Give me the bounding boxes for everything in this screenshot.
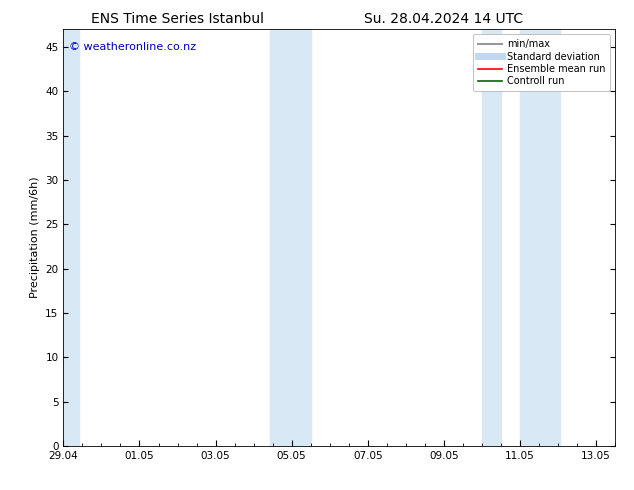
Text: ENS Time Series Istanbul: ENS Time Series Istanbul — [91, 12, 264, 26]
Legend: min/max, Standard deviation, Ensemble mean run, Controll run: min/max, Standard deviation, Ensemble me… — [473, 34, 610, 91]
Bar — [63, 29, 79, 446]
Bar — [269, 29, 311, 446]
Bar — [520, 29, 560, 446]
Bar — [482, 29, 501, 446]
Text: Su. 28.04.2024 14 UTC: Su. 28.04.2024 14 UTC — [365, 12, 523, 26]
Text: © weatheronline.co.nz: © weatheronline.co.nz — [69, 42, 196, 52]
Y-axis label: Precipitation (mm/6h): Precipitation (mm/6h) — [30, 177, 40, 298]
